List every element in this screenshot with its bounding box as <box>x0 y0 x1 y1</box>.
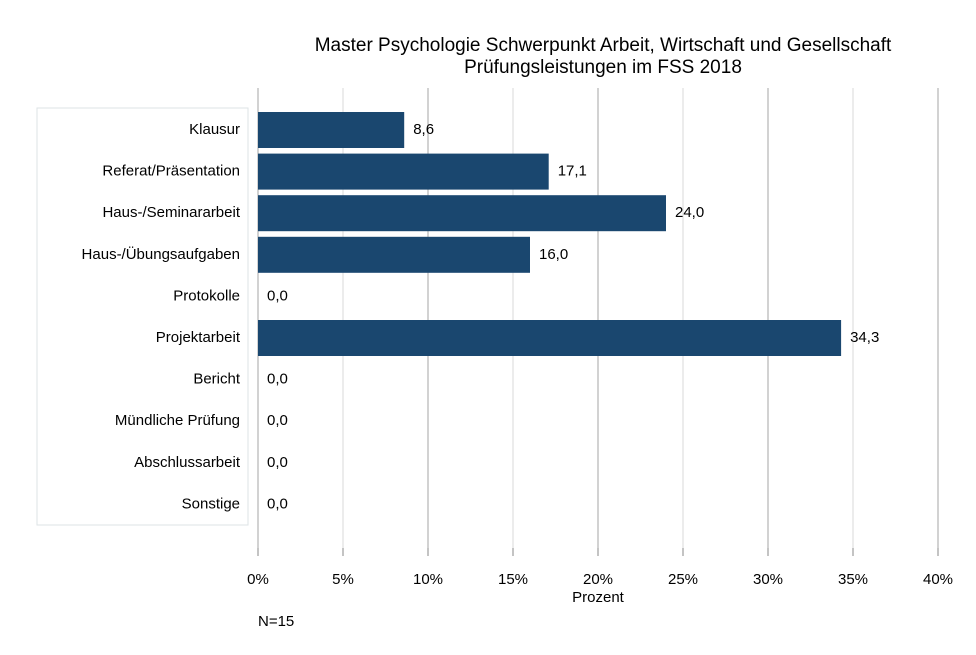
x-axis-label: Prozent <box>572 589 625 606</box>
data-label: 34,3 <box>850 329 879 346</box>
label-box <box>36 107 249 526</box>
note: N=15 <box>258 613 294 630</box>
bar <box>258 195 666 232</box>
x-tick-label: 15% <box>498 571 528 588</box>
bar <box>258 236 530 273</box>
y-tick-label: Bericht <box>193 371 241 388</box>
bar <box>258 112 405 148</box>
y-tick-label: Projektarbeit <box>156 329 241 346</box>
data-label: 0,0 <box>267 454 288 471</box>
x-tick-label: 35% <box>838 571 868 588</box>
y-tick-label: Klausur <box>189 121 240 138</box>
y-tick-label: Sonstige <box>182 495 240 512</box>
x-tick-label: 30% <box>753 571 783 588</box>
y-tick-label: Haus-/Seminararbeit <box>102 204 240 221</box>
bar <box>258 320 842 356</box>
data-label: 17,1 <box>558 163 587 180</box>
y-tick-label: Protokolle <box>173 287 240 304</box>
chart-title: Master Psychologie Schwerpunkt Arbeit, W… <box>315 35 892 56</box>
data-label: 0,0 <box>267 412 288 429</box>
data-label: 8,6 <box>413 121 434 138</box>
x-tick-label: 25% <box>668 571 698 588</box>
y-tick-label: Abschlussarbeit <box>134 454 241 471</box>
data-label: 0,0 <box>267 495 288 512</box>
data-label: 16,0 <box>539 246 568 263</box>
data-label: 0,0 <box>267 287 288 304</box>
x-tick-label: 20% <box>583 571 613 588</box>
x-tick-label: 5% <box>332 571 354 588</box>
y-tick-label: Referat/Präsentation <box>102 163 240 180</box>
bar <box>258 153 549 190</box>
chart-subtitle: Prüfungsleistungen im FSS 2018 <box>464 57 742 78</box>
y-tick-label: Mündliche Prüfung <box>115 412 240 429</box>
y-tick-label: Haus-/Übungsaufgaben <box>82 245 240 263</box>
x-tick-label: 10% <box>413 571 443 588</box>
data-label: 0,0 <box>267 371 288 388</box>
x-tick-label: 40% <box>923 571 953 588</box>
data-label: 24,0 <box>675 204 704 221</box>
x-tick-label: 0% <box>247 571 269 588</box>
